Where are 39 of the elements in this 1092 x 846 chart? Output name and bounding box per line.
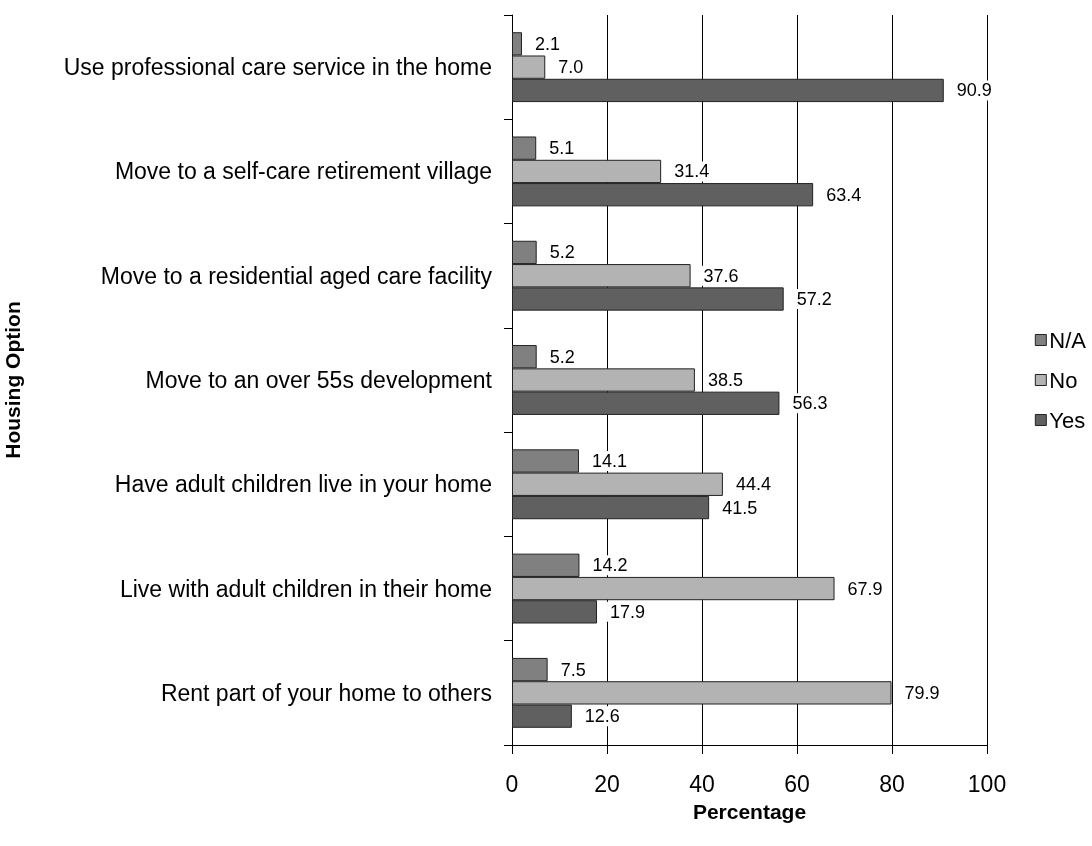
x-tick-label: 0 bbox=[505, 770, 519, 797]
data-label: 57.2 bbox=[796, 289, 832, 309]
data-label: 79.9 bbox=[904, 682, 940, 703]
data-label: 37.6 bbox=[703, 265, 739, 286]
y-tick-label: Use professional care service in the home bbox=[63, 54, 492, 81]
y-tick-label: Live with adult children in their home bbox=[119, 575, 492, 602]
x-tick-label: 80 bbox=[879, 770, 905, 797]
legend-label: Yes bbox=[1049, 407, 1086, 433]
y-tick-label: Move to an over 55s development bbox=[145, 367, 493, 393]
data-label: 63.4 bbox=[826, 184, 862, 205]
x-tick-label: 60 bbox=[784, 770, 810, 797]
x-tick-label: 40 bbox=[689, 770, 715, 797]
y-tick-label: Move to a self-care retirement village bbox=[114, 158, 492, 185]
data-label: 14.2 bbox=[592, 555, 628, 576]
data-label: 7.0 bbox=[558, 57, 584, 78]
x-tick-label: 20 bbox=[594, 770, 620, 797]
x-tick-label: 100 bbox=[967, 770, 1007, 797]
data-label: 67.9 bbox=[847, 578, 883, 599]
data-label: 41.5 bbox=[722, 497, 758, 518]
data-label: 5.2 bbox=[549, 242, 575, 263]
y-tick-label: Have adult children live in your home bbox=[114, 471, 492, 498]
data-label: 31.4 bbox=[674, 161, 710, 182]
y-axis-title: Housing Option bbox=[1, 301, 24, 459]
data-label: 17.9 bbox=[610, 601, 646, 622]
data-label: 38.5 bbox=[707, 370, 743, 390]
data-label: 7.5 bbox=[560, 659, 586, 680]
data-label: 44.4 bbox=[735, 474, 771, 495]
data-label: 14.1 bbox=[591, 451, 628, 471]
y-tick-label: Rent part of your home to others bbox=[160, 679, 492, 706]
data-label: 5.2 bbox=[549, 346, 575, 367]
x-axis-title: Percentage bbox=[692, 800, 807, 823]
data-label: 12.6 bbox=[584, 706, 620, 727]
data-label: 90.9 bbox=[956, 80, 992, 101]
y-tick-label: Move to a residential aged care facility bbox=[100, 262, 493, 289]
legend-label: N/A bbox=[1049, 327, 1087, 353]
data-label: 56.3 bbox=[792, 393, 828, 414]
data-label: 5.1 bbox=[549, 138, 575, 159]
legend-label: No bbox=[1049, 367, 1078, 393]
data-label: 2.1 bbox=[534, 33, 561, 54]
